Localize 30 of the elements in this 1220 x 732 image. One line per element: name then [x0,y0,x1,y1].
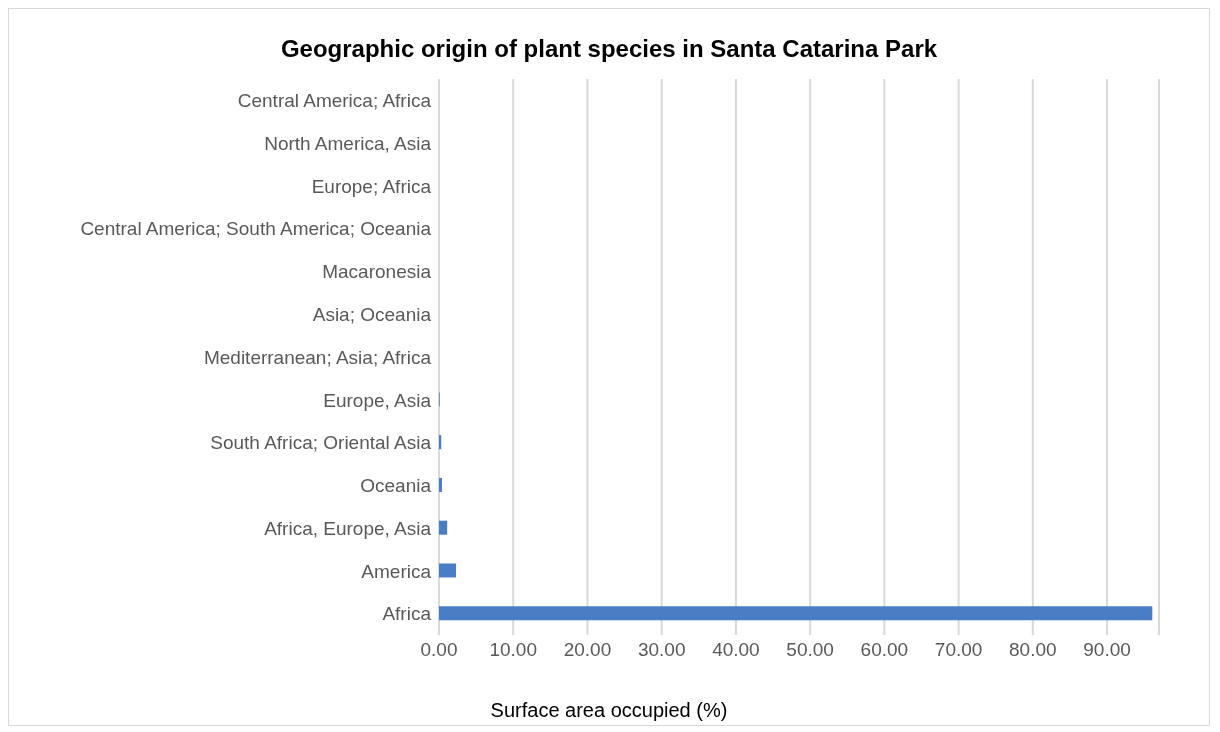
bar [439,606,1153,621]
y-tick-label: Europe, Asia [323,389,432,411]
y-tick-label: Central America; South America; Oceania [80,218,432,240]
y-tick-label: America [361,560,432,582]
bar [439,477,442,492]
x-tick-label: 0.00 [420,639,458,661]
x-tick-label: 30.00 [637,639,686,661]
y-tick-label: Asia; Oceania [312,303,432,325]
x-axis-title: Surface area occupied (%) [489,699,729,722]
x-tick-label: 60.00 [860,639,909,661]
bar [439,520,448,535]
x-tick-label: 50.00 [786,639,834,661]
chart-title: Geographic origin of plant species in Santa Catarina Park [279,34,939,64]
y-tick-label: Mediterranean; Asia; Africa [203,346,432,368]
x-tick-label: 80.00 [1009,639,1057,661]
y-tick-label: Oceania [360,475,432,497]
x-tick-label: 20.00 [563,639,612,661]
y-tick-label: Central America; Africa [237,90,432,112]
bar [439,435,442,450]
y-tick-label: Africa, Europe, Asia [264,517,432,539]
y-tick-label: North America, Asia [264,132,432,154]
x-tick-label: 90.00 [1083,639,1131,661]
x-tick-label: 40.00 [712,639,760,661]
y-tick-label: Europe; Africa [311,175,432,197]
x-tick-label: 70.00 [934,639,983,661]
x-tick-label: 10.00 [489,639,537,661]
y-tick-label: South Africa; Oriental Asia [210,432,432,454]
y-tick-label: Macaronesia [322,261,432,283]
y-tick-label: Africa [382,603,432,625]
bar [439,563,457,578]
